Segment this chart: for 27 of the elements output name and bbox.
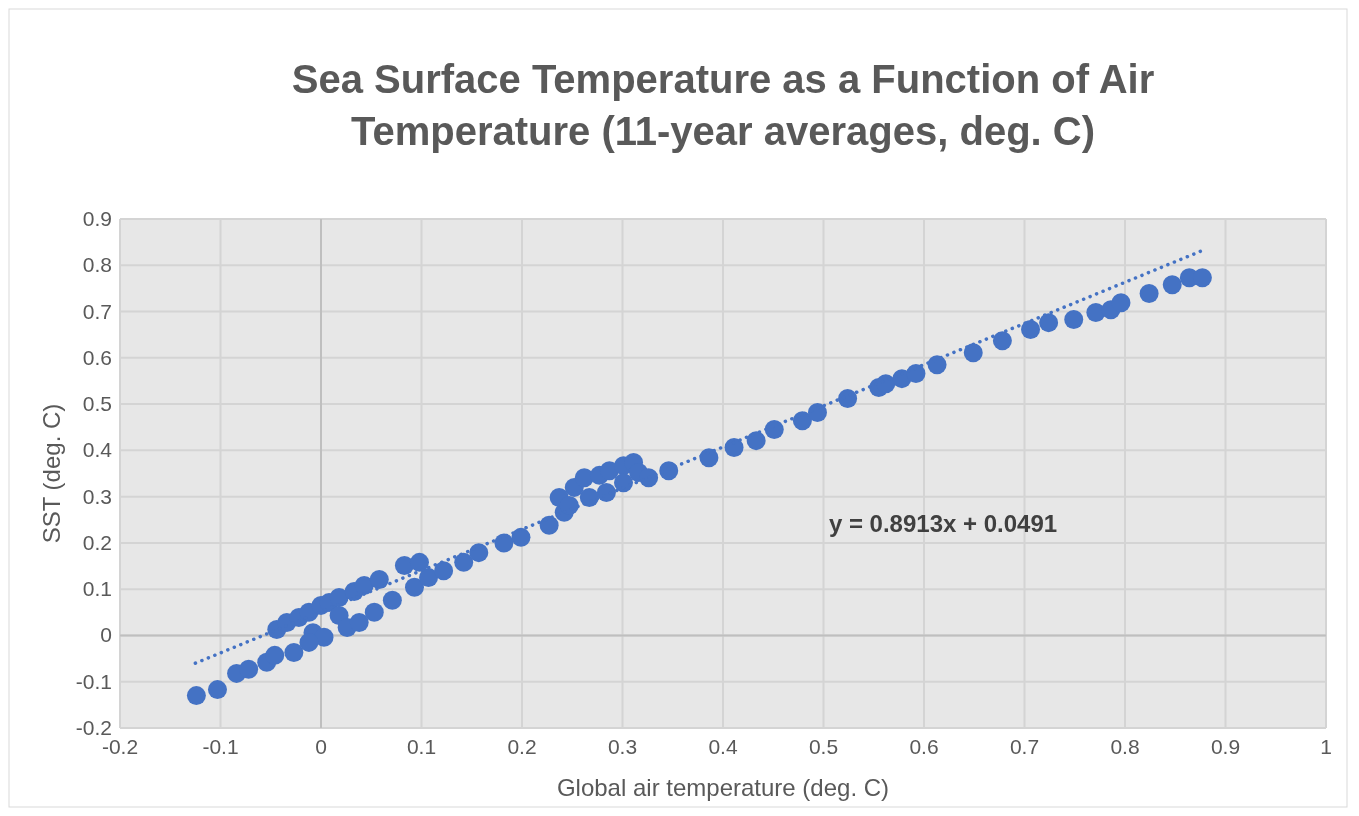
y-tick-label: 0.5	[82, 392, 112, 416]
y-tick-label: 0.8	[82, 253, 112, 277]
x-tick-label: 0.3	[607, 735, 638, 758]
x-tick-label: 0.5	[808, 735, 839, 758]
x-axis-title: Global air temperature (deg. C)	[556, 774, 890, 801]
y-tick-label: 0.4	[82, 438, 113, 462]
x-tick-label: 0.9	[1210, 735, 1241, 758]
y-tick-label: 0.6	[82, 345, 112, 369]
x-tick-label: 0.2	[507, 735, 537, 758]
x-tick-label: 0.4	[708, 735, 738, 758]
y-tick-label: 0.2	[82, 530, 112, 554]
y-tick-label: 0.9	[82, 207, 112, 230]
x-tick-label: 0.1	[406, 735, 437, 758]
x-tick-label: 0	[315, 735, 327, 758]
x-tick-label: 0.6	[909, 735, 939, 758]
y-axis-title: SST (deg. C)	[38, 403, 65, 544]
x-tick-label: 0.7	[1009, 735, 1040, 758]
x-tick-label: -0.1	[202, 735, 239, 758]
x-tick-label: 0.8	[1110, 735, 1140, 758]
y-tick-label: 0.7	[82, 299, 112, 323]
chart-title: Sea Surface Temperature as a Function of Air Temperature (11-year averages, deg. C)	[291, 57, 1155, 153]
y-tick-label: 0.1	[82, 577, 112, 601]
y-tick-label: 0.3	[82, 484, 112, 508]
y-tick-label: 0	[100, 623, 112, 647]
annotation: y = 0.8913x + 0.0491	[828, 510, 1058, 537]
y-tick-label: -0.1	[75, 669, 112, 693]
x-tick-label: 1	[1320, 735, 1332, 758]
